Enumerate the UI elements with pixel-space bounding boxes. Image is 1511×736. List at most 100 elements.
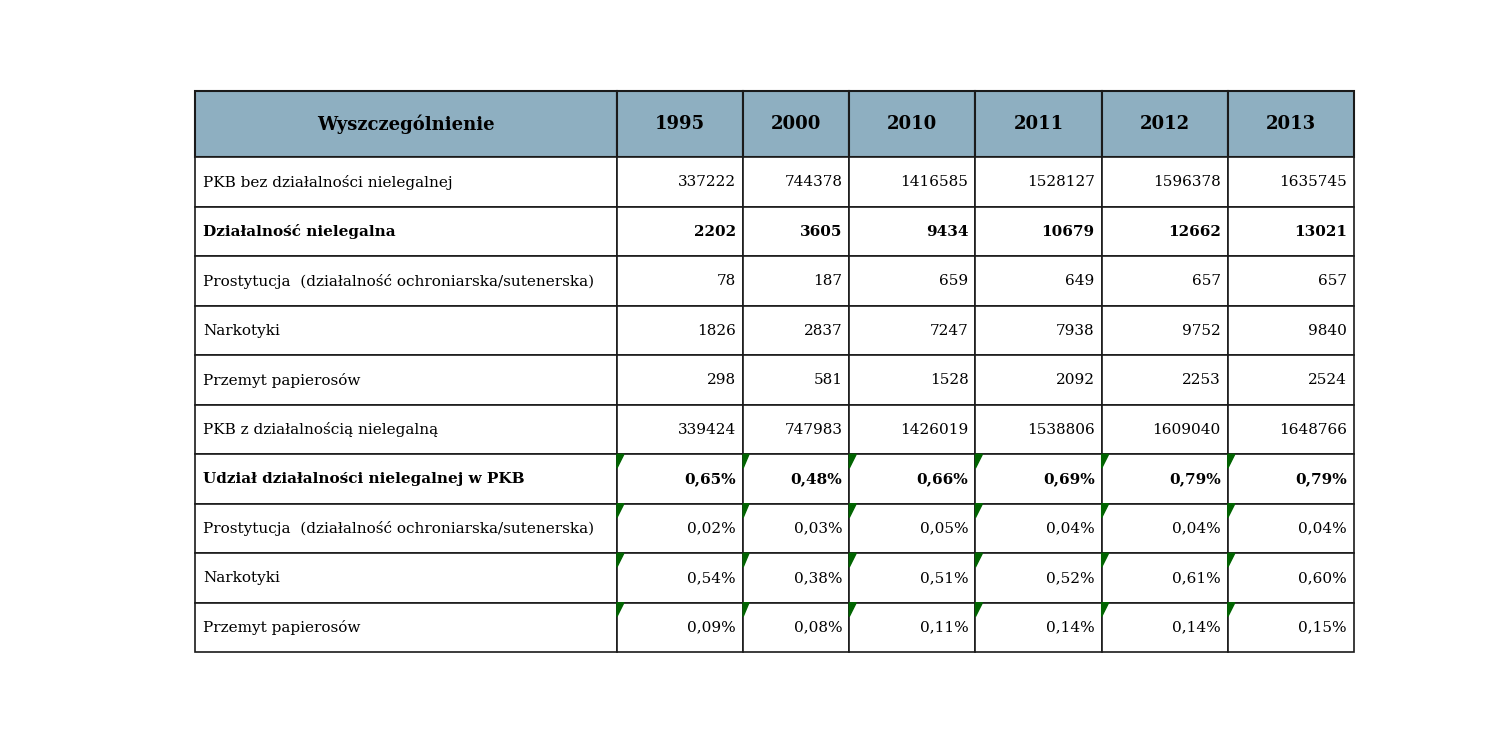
Text: 1648766: 1648766 (1278, 422, 1346, 436)
Polygon shape (849, 454, 857, 468)
Text: 581: 581 (813, 373, 842, 387)
Text: 0,14%: 0,14% (1046, 620, 1094, 634)
Text: 2524: 2524 (1309, 373, 1346, 387)
Bar (1102, 355, 1228, 405)
Bar (1228, 603, 1354, 652)
Bar (743, 91, 849, 158)
Text: PKB z działalnością nielegalną: PKB z działalnością nielegalną (202, 422, 438, 437)
Bar (1228, 503, 1354, 553)
Text: 2202: 2202 (694, 224, 736, 238)
Text: 2000: 2000 (771, 116, 822, 133)
Text: 337222: 337222 (678, 175, 736, 189)
Bar (976, 256, 1102, 306)
Bar (743, 405, 849, 454)
Polygon shape (616, 454, 624, 468)
Text: 1426019: 1426019 (901, 422, 969, 436)
Bar (195, 158, 616, 207)
Bar (195, 503, 616, 553)
Bar (195, 553, 616, 603)
Bar (743, 553, 849, 603)
Text: 0,08%: 0,08% (793, 620, 842, 634)
Bar (616, 91, 743, 158)
Text: 747983: 747983 (784, 422, 842, 436)
Bar (1228, 158, 1354, 207)
Text: 1528: 1528 (929, 373, 969, 387)
Polygon shape (1102, 603, 1109, 617)
Polygon shape (1228, 503, 1234, 517)
Text: 12662: 12662 (1168, 224, 1221, 238)
Bar (976, 158, 1102, 207)
Text: PKB bez działalności nielegalnej: PKB bez działalności nielegalnej (202, 174, 453, 190)
Bar (849, 256, 976, 306)
Text: 0,09%: 0,09% (688, 620, 736, 634)
Text: 298: 298 (707, 373, 736, 387)
Bar (849, 454, 976, 503)
Text: 0,11%: 0,11% (920, 620, 969, 634)
Bar (616, 256, 743, 306)
Text: 1635745: 1635745 (1280, 175, 1346, 189)
Text: Prostytucja  (działalność ochroniarska/sutenerska): Prostytucja (działalność ochroniarska/su… (202, 521, 594, 536)
Bar (849, 553, 976, 603)
Bar (616, 553, 743, 603)
Polygon shape (849, 553, 857, 567)
Bar (849, 207, 976, 256)
Bar (976, 503, 1102, 553)
Bar (1228, 256, 1354, 306)
Text: 10679: 10679 (1041, 224, 1094, 238)
Text: 0,79%: 0,79% (1170, 472, 1221, 486)
Text: 1538806: 1538806 (1027, 422, 1094, 436)
Text: 0,15%: 0,15% (1298, 620, 1346, 634)
Text: 0,14%: 0,14% (1173, 620, 1221, 634)
Text: 2012: 2012 (1139, 116, 1189, 133)
Bar (616, 405, 743, 454)
Bar (616, 603, 743, 652)
Text: 3605: 3605 (799, 224, 842, 238)
Bar (616, 306, 743, 355)
Bar (1228, 553, 1354, 603)
Text: 0,04%: 0,04% (1046, 522, 1094, 536)
Bar (1228, 306, 1354, 355)
Text: Narkotyki: Narkotyki (202, 324, 280, 338)
Text: 2092: 2092 (1056, 373, 1094, 387)
Bar (1102, 256, 1228, 306)
Polygon shape (616, 553, 624, 567)
Text: 0,02%: 0,02% (688, 522, 736, 536)
Bar (849, 405, 976, 454)
Polygon shape (1102, 553, 1109, 567)
Bar (849, 603, 976, 652)
Bar (743, 454, 849, 503)
Bar (976, 553, 1102, 603)
Text: 657: 657 (1318, 274, 1346, 288)
Bar (743, 503, 849, 553)
Text: Narkotyki: Narkotyki (202, 571, 280, 585)
Polygon shape (976, 454, 982, 468)
Polygon shape (616, 603, 624, 617)
Bar (616, 355, 743, 405)
Text: 0,51%: 0,51% (920, 571, 969, 585)
Text: 0,38%: 0,38% (793, 571, 842, 585)
Text: 187: 187 (813, 274, 842, 288)
Polygon shape (743, 603, 749, 617)
Bar (1228, 355, 1354, 405)
Text: 0,60%: 0,60% (1298, 571, 1346, 585)
Text: 9752: 9752 (1182, 324, 1221, 338)
Bar (976, 405, 1102, 454)
Text: 78: 78 (716, 274, 736, 288)
Polygon shape (1102, 454, 1109, 468)
Bar (743, 158, 849, 207)
Bar (195, 454, 616, 503)
Bar (976, 91, 1102, 158)
Bar (976, 306, 1102, 355)
Text: 0,03%: 0,03% (793, 522, 842, 536)
Polygon shape (976, 603, 982, 617)
Text: 659: 659 (940, 274, 969, 288)
Polygon shape (743, 553, 749, 567)
Bar (1228, 405, 1354, 454)
Polygon shape (1228, 553, 1234, 567)
Text: 2013: 2013 (1266, 116, 1316, 133)
Bar (1228, 207, 1354, 256)
Bar (616, 207, 743, 256)
Text: 0,65%: 0,65% (684, 472, 736, 486)
Bar (1228, 91, 1354, 158)
Text: Przemyt papierosów: Przemyt papierosów (202, 620, 360, 635)
